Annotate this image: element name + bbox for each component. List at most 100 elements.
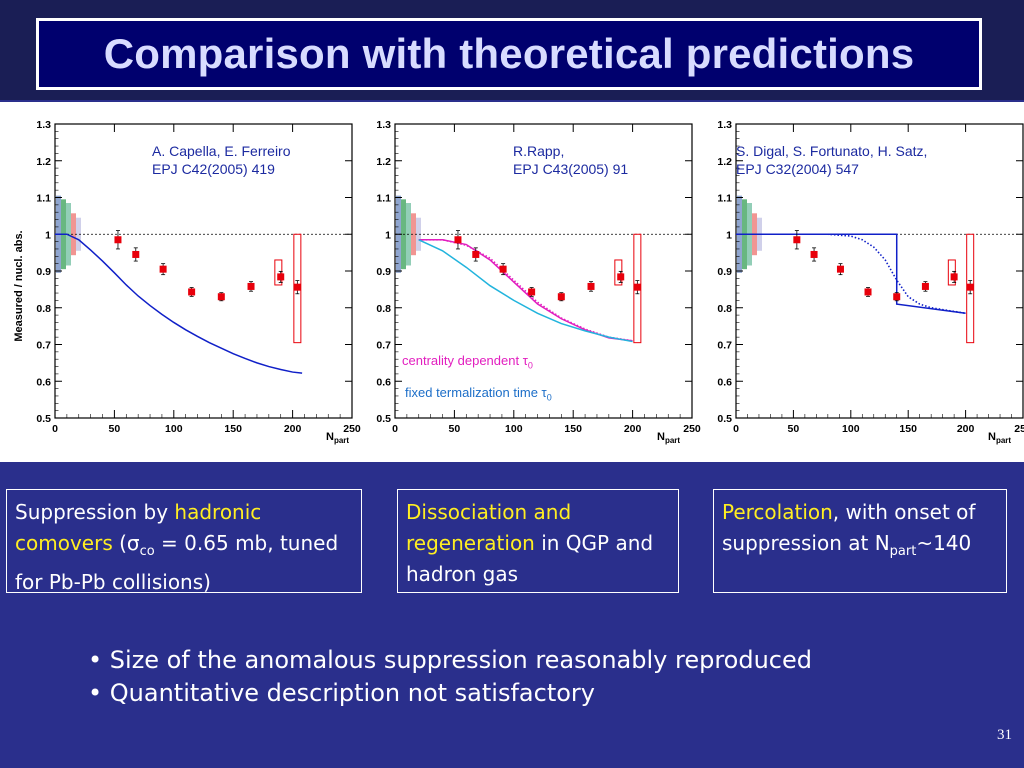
bullet-item: • Size of the anomalous suppression reas…	[88, 646, 812, 674]
citation-line: A. Capella, E. Ferreiro	[152, 143, 291, 159]
y-tick-label: 0.5	[36, 413, 51, 425]
y-tick-label: 0.5	[376, 413, 391, 425]
data-point	[587, 282, 595, 290]
x-axis-label: Npart	[988, 431, 1011, 445]
legend-text: centrality dependent τ	[402, 353, 528, 368]
y-tick-label: 1.2	[717, 156, 732, 168]
y-tick-label: 1.2	[36, 156, 51, 168]
x-axis-label-sub: part	[664, 436, 681, 446]
chart-svg: 0.5 0.6 0.7 0.8 0.9 1 1.1 1.2 1.3 0 50 100 150 200 250	[36, 119, 361, 435]
slide-title: Comparison with theoretical predictions	[103, 30, 915, 77]
citation: S. Digal, S. Fortunato, H. Satz, EPJ C32…	[736, 142, 927, 178]
percolation-box: Percolation, with onset of suppression a…	[713, 489, 1007, 593]
x-tick-label: 250	[1014, 423, 1024, 435]
box-subscript: co	[139, 544, 155, 559]
legend-sub: 0	[527, 360, 533, 371]
citation-line: EPJ C43(2005) 91	[513, 161, 629, 177]
x-tick-label: 50	[449, 423, 461, 435]
model-curve	[418, 239, 633, 343]
title-box: Comparison with theoretical predictions	[36, 18, 982, 90]
y-tick-label: 1.3	[376, 119, 391, 131]
legend-fixed: fixed termalization time τ0	[405, 385, 552, 403]
y-tick-label: 1	[726, 229, 732, 241]
data-point	[188, 288, 196, 296]
x-tick-label: 100	[505, 423, 523, 435]
data-point	[950, 273, 958, 281]
chart-svg: 0.5 0.6 0.7 0.8 0.9 1 1.1 1.2 1.3 0 50 100 150 200 250	[376, 119, 701, 435]
x-tick-label: 50	[109, 423, 121, 435]
legend-centrality: centrality dependent τ0	[402, 353, 533, 371]
legend-sub: 0	[546, 392, 552, 403]
model-curve	[736, 233, 966, 315]
x-tick-label: 100	[842, 423, 860, 435]
y-tick-label: 1.1	[376, 193, 391, 205]
chart-svg: 0.5 0.6 0.7 0.8 0.9 1 1.1 1.2 1.3 0 50 100 150 200 250	[717, 119, 1024, 435]
data-point	[793, 236, 801, 244]
x-tick-label: 0	[733, 423, 739, 435]
x-tick-label: 0	[52, 423, 58, 435]
box-text: in QGP and hadron gas	[406, 531, 654, 586]
plot-area: 0.5 0.6 0.7 0.8 0.9 1 1.1 1.2 1.3 0 50 100 150 200 250…	[0, 102, 1024, 462]
x-tick-label: 250	[343, 423, 361, 435]
x-tick-label: 50	[788, 423, 800, 435]
y-tick-label: 0.5	[717, 413, 732, 425]
y-tick-label: 0.8	[36, 303, 51, 315]
y-tick-label: 1.3	[36, 119, 51, 131]
citation-line: EPJ C42(2005) 419	[152, 161, 275, 177]
citation: A. Capella, E. Ferreiro EPJ C42(2005) 41…	[152, 142, 291, 178]
y-tick-label: 1	[45, 229, 51, 241]
data-point	[633, 283, 641, 291]
citation-line: S. Digal, S. Fortunato, H. Satz,	[736, 143, 928, 159]
x-axis-label-main: N	[326, 431, 334, 443]
x-tick-label: 250	[683, 423, 701, 435]
y-tick-label: 0.6	[376, 376, 391, 388]
box-text: = 0.65 mb, tuned for Pb-Pb collisions)	[15, 531, 339, 594]
normalization-band	[71, 213, 76, 256]
box-highlight: Percolation	[722, 500, 833, 524]
x-axis-label-sub: part	[333, 436, 350, 446]
normalization-band	[416, 217, 421, 251]
data-point	[921, 282, 929, 290]
comovers-box: Suppression by hadronic comovers (σco = …	[6, 489, 362, 594]
citation-line: EPJ C32(2004) 547	[736, 161, 859, 177]
x-tick-label: 0	[392, 423, 398, 435]
model-curve	[55, 233, 303, 374]
data-point	[966, 283, 974, 291]
y-tick-label: 0.7	[376, 340, 391, 352]
bullet-list: • Size of the anomalous suppression reas…	[88, 644, 812, 710]
citation-line: R.Rapp,	[513, 143, 565, 159]
bullet-item: • Quantitative description not satisfact…	[88, 679, 595, 707]
systematic-box	[614, 259, 623, 286]
normalization-band	[76, 217, 81, 251]
chart-panel-capella: 0.5 0.6 0.7 0.8 0.9 1 1.1 1.2 1.3 0 50 100 150 200 250…	[0, 102, 361, 462]
y-tick-label: 0.8	[376, 303, 391, 315]
data-point	[617, 273, 625, 281]
y-tick-label: 0.9	[36, 266, 51, 278]
model-curve	[736, 233, 966, 315]
box-highlight: Dissociation and regeneration	[406, 500, 572, 555]
x-tick-label: 150	[899, 423, 917, 435]
systematic-box	[274, 259, 283, 286]
y-tick-label: 0.8	[717, 303, 732, 315]
data-point	[472, 250, 480, 258]
box-highlight: hadronic comovers	[15, 500, 262, 555]
chart-panel-digal: 0.5 0.6 0.7 0.8 0.9 1 1.1 1.2 1.3 0 50 100 150 200 250…	[682, 102, 1024, 462]
x-axis-label: Npart	[657, 431, 680, 445]
data-point	[499, 265, 507, 273]
x-axis-label-main: N	[988, 431, 996, 443]
y-tick-label: 0.9	[376, 266, 391, 278]
data-point	[159, 265, 167, 273]
data-point	[836, 265, 844, 273]
y-tick-label: 1.3	[717, 119, 732, 131]
data-point	[293, 283, 301, 291]
data-point	[528, 288, 536, 296]
data-point	[893, 293, 901, 301]
y-tick-label: 1.1	[36, 193, 51, 205]
model-curve	[418, 238, 633, 342]
citation: R.Rapp, EPJ C43(2005) 91	[513, 142, 628, 178]
systematic-box	[947, 259, 956, 286]
y-tick-label: 1.1	[717, 193, 732, 205]
x-tick-label: 200	[624, 423, 642, 435]
box-subscript: part	[889, 544, 917, 559]
data-point	[557, 293, 565, 301]
